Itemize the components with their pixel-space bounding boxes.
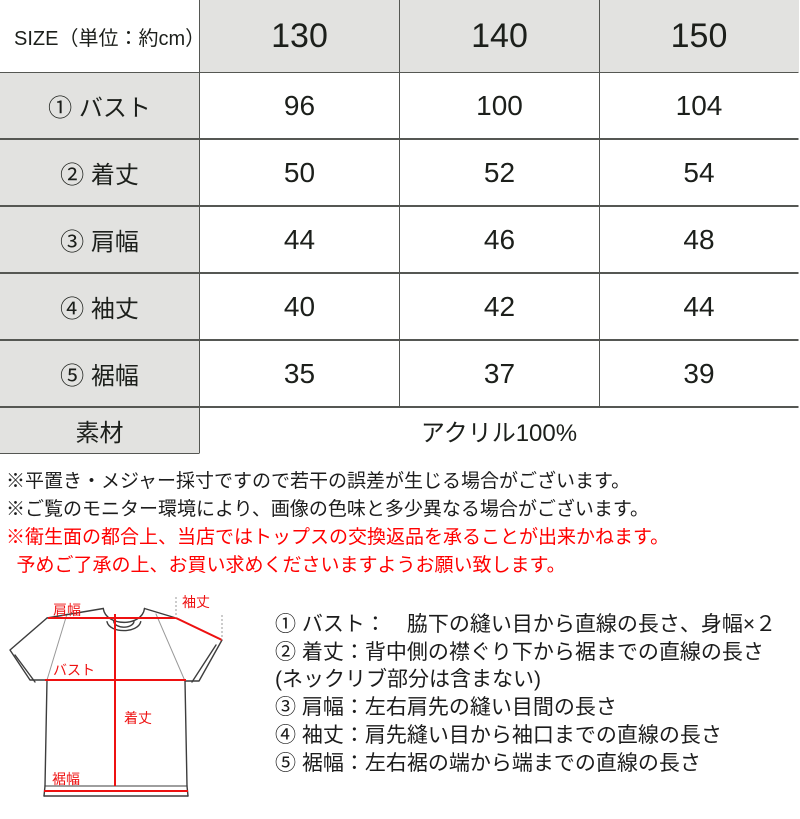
svg-text:バスト: バスト [53, 660, 95, 680]
svg-text:裾幅: 裾幅 [52, 769, 80, 789]
svg-text:袖丈: 袖丈 [182, 595, 210, 612]
svg-text:肩幅: 肩幅 [53, 600, 81, 620]
svg-text:着丈: 着丈 [124, 708, 152, 728]
